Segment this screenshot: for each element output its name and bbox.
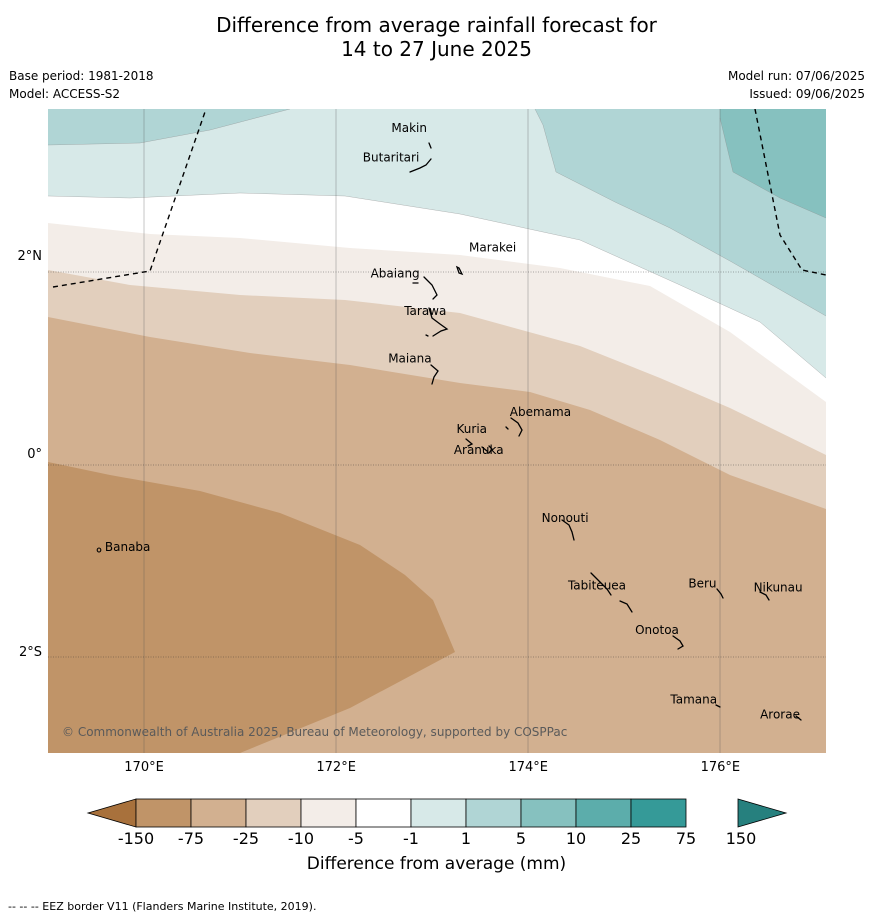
contour-5-to-10-west (48, 109, 290, 145)
lat-tick-label: 2°S (18, 644, 42, 660)
base-period-text: Base period: 1981-2018 (9, 69, 154, 83)
model-text: Model: ACCESS-S2 (9, 87, 121, 101)
island-outlines (409, 142, 802, 721)
island-makin (428, 142, 432, 149)
colorbar-tick-label: -75 (178, 829, 204, 848)
eez-footnote: -- -- -- EEZ border V11 (Flanders Marine… (8, 900, 317, 913)
place-labels: Makin Butaritari Marakei Abaiang Tarawa Maian… (105, 121, 803, 721)
colorbar-extend-low (86, 798, 137, 828)
colorbar-swatch (245, 798, 302, 828)
lon-tick-label: 170°E (124, 760, 164, 775)
place-label-marakei: Marakei (469, 241, 516, 255)
colorbar-tick-label: -150 (118, 829, 154, 848)
lon-tick-label: 176°E (700, 760, 741, 775)
colorbar-tick-label: -5 (348, 829, 364, 848)
place-label-arorae: Arorae (760, 707, 800, 721)
lat-tick-label: 0° (27, 446, 42, 462)
place-label-banaba: Banaba (105, 540, 151, 554)
place-label-aranuka: Aranuka (454, 443, 504, 457)
place-label-nikunau: Nikunau (754, 581, 803, 595)
colorbar-extend-high (737, 798, 788, 828)
title-line-1: Difference from average rainfall forecas… (216, 13, 657, 37)
colorbar-tick-label: 10 (566, 829, 586, 848)
colorbar-tick-label: 25 (621, 829, 641, 848)
gridlines (143, 109, 721, 753)
rainfall-map: Makin Butaritari Marakei Abaiang Tarawa Maian… (48, 109, 826, 848)
place-label-butaritari: Butaritari (363, 151, 420, 165)
copyright-text: © Commonwealth of Australia 2025, Bureau… (62, 725, 567, 739)
colorbar-swatch (300, 798, 357, 828)
island-banaba (96, 547, 102, 553)
colorbar-swatch (520, 798, 577, 828)
lat-tick-label: 2°N (17, 248, 43, 264)
contour-minus75-to-minus25 (48, 462, 455, 753)
contour-10-to-25 (720, 109, 826, 218)
place-label-nonouti: Nonouti (542, 511, 589, 525)
place-label-makin: Makin (391, 121, 427, 135)
colorbar-swatch (135, 798, 192, 828)
model-run-text: Model run: 07/06/2025 (727, 69, 865, 83)
colorbar-tick-label: 150 (726, 829, 757, 848)
place-label-abaiang: Abaiang (371, 266, 420, 280)
colorbar-tick-label: -1 (403, 829, 419, 848)
lon-tick-label: 172°E (316, 760, 356, 775)
colorbar-swatch (630, 798, 687, 828)
colorbar-swatch (355, 798, 412, 828)
colorbar-tick-label: -25 (233, 829, 259, 848)
place-label-beru: Beru (688, 577, 716, 591)
place-label-maiana: Maiana (388, 352, 431, 366)
title-line-2: 14 to 27 June 2025 (341, 37, 532, 61)
lon-tick-label: 174°E (508, 760, 548, 775)
place-label-tabiteuea: Tabiteuea (567, 579, 626, 593)
place-label-tamana: Tamana (669, 692, 717, 706)
colorbar-swatch (190, 798, 247, 828)
eez-border-east (754, 109, 826, 276)
issued-text: Issued: 09/06/2025 (749, 87, 865, 101)
colorbar-title: Difference from average (mm) (306, 854, 567, 874)
colorbar-swatch (465, 798, 522, 828)
place-label-abemama: Abemama (510, 405, 571, 419)
place-label-kuria: Kuria (457, 422, 488, 436)
colorbar-tick-label: -10 (288, 829, 314, 848)
place-label-onotoa: Onotoa (635, 623, 679, 637)
rainfall-contours (48, 109, 826, 753)
place-label-tarawa: Tarawa (403, 304, 446, 318)
colorbar-swatch (410, 798, 467, 828)
colorbar-tick-label: 5 (516, 829, 526, 848)
colorbar-swatch (575, 798, 632, 828)
colorbar-tick-label: 75 (676, 829, 696, 848)
colorbar-tick-label: 1 (461, 829, 471, 848)
colorbar: -150 -75 -25 -10 -5 -1 1 5 10 25 75 150 (86, 798, 788, 848)
